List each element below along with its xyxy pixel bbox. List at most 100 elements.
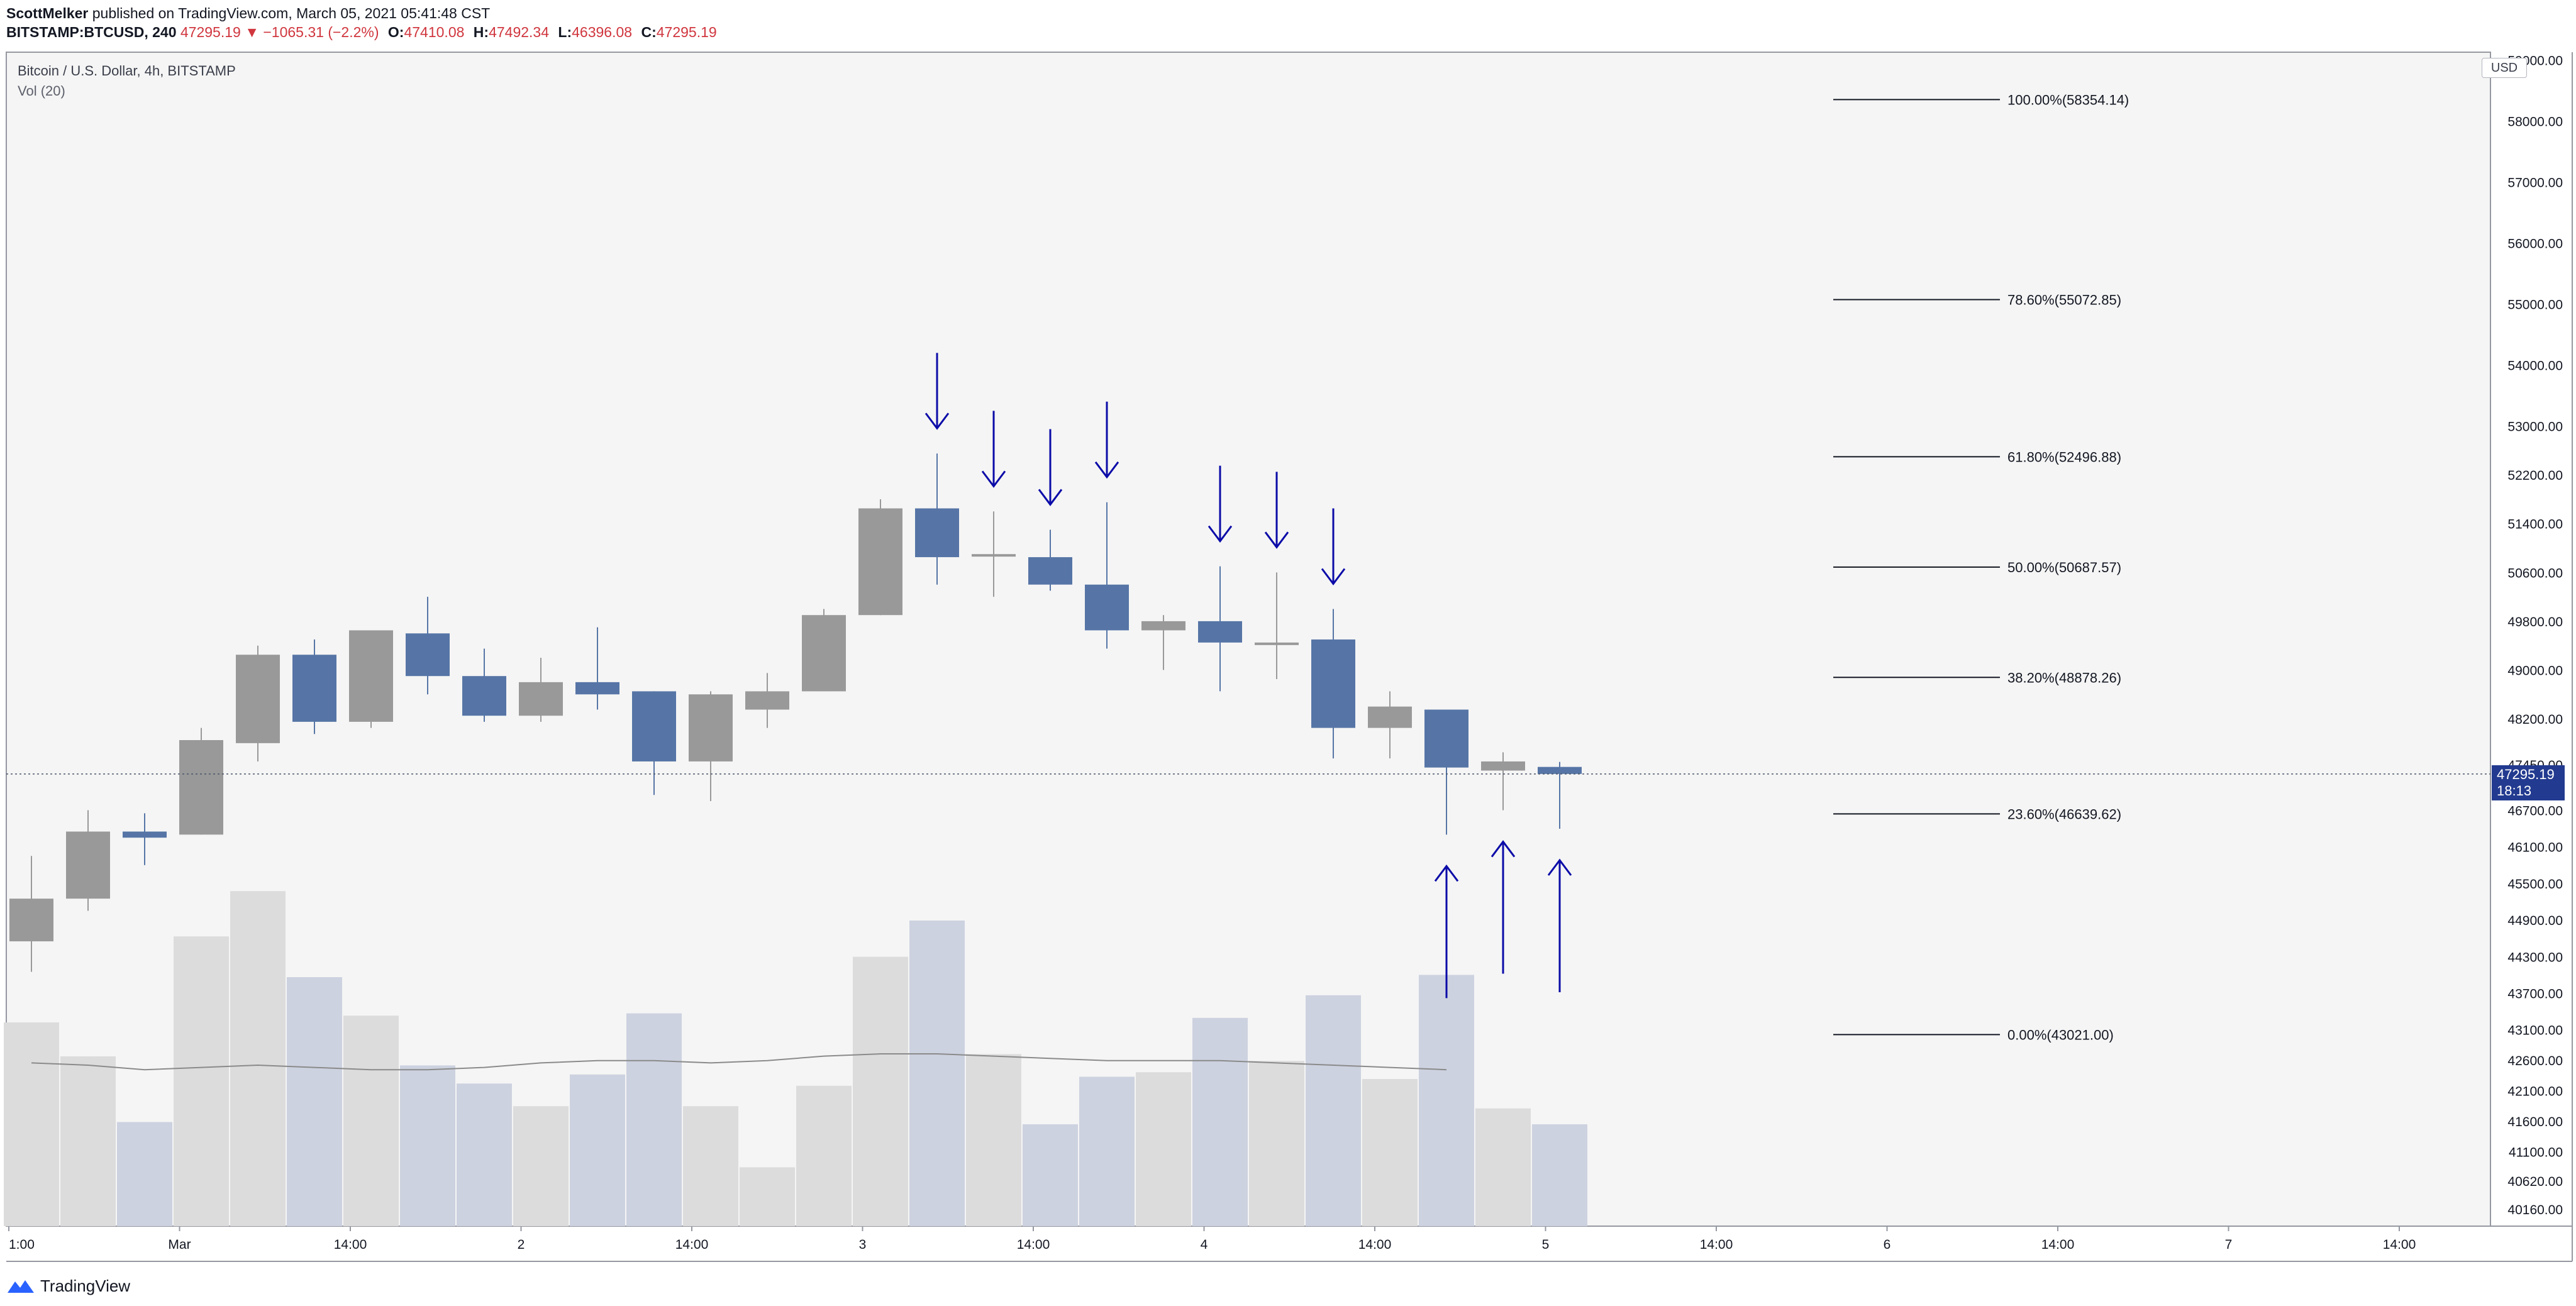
price-tick-label: 43700.00: [2507, 987, 2563, 1001]
volume-bar: [966, 1054, 1021, 1226]
fib-level-label: 100.00%(58354.14): [2007, 92, 2129, 108]
price-axis[interactable]: 40160.00 40620.00 41100.00 41600.00 42100.00…: [2507, 54, 2563, 1217]
annotation-arrows: [924, 353, 1572, 999]
price-tick-label: 44900.00: [2507, 914, 2563, 928]
time-tick-label: 1:00: [9, 1237, 35, 1252]
price-tick-label: 41600.00: [2507, 1115, 2563, 1129]
price-change: ▼ −1065.31 (−2.2%): [245, 24, 379, 40]
volume-bar: [909, 921, 965, 1226]
volume-legend[interactable]: Vol (20): [18, 83, 65, 99]
volume-ma-path: [31, 1053, 1447, 1071]
volume-bar: [400, 1065, 455, 1226]
down-arrow-head: [924, 412, 950, 430]
candle-body: [1538, 766, 1582, 774]
price-tick-label: 57000.00: [2507, 176, 2563, 191]
price-tick-label: 49800.00: [2507, 615, 2563, 629]
candle-body: [972, 554, 1016, 557]
price-tick-label: 51400.00: [2507, 517, 2563, 532]
price-tick-label: 52200.00: [2507, 468, 2563, 483]
candle-body: [802, 615, 846, 692]
price-tick-label: 46700.00: [2507, 804, 2563, 819]
volume-bar: [1362, 1079, 1418, 1226]
candle-body: [519, 682, 563, 716]
volume-bar: [1192, 1017, 1248, 1226]
price-tick-label: 49000.00: [2507, 663, 2563, 678]
candle-body: [66, 831, 110, 899]
time-tick-label: 5: [1542, 1237, 1550, 1252]
down-arrow-head: [1321, 568, 1346, 586]
candles: [9, 453, 1582, 972]
open-value: 47410.08: [404, 24, 465, 40]
volume-bar: [853, 956, 908, 1226]
price-tick-label: 53000.00: [2507, 420, 2563, 434]
volume-bar: [343, 1015, 399, 1226]
down-arrow-head: [981, 470, 1006, 488]
price-tick-label: 41100.00: [2509, 1146, 2563, 1160]
candle-body: [915, 508, 959, 558]
volume-bar: [1306, 995, 1361, 1226]
price-tick-label: 48200.00: [2507, 712, 2563, 727]
time-tick-label: 14:00: [1700, 1237, 1733, 1252]
symbol-legend[interactable]: Bitcoin / U.S. Dollar, 4h, BITSTAMP: [18, 63, 236, 79]
volume-bar: [174, 936, 229, 1226]
candle-body: [179, 740, 223, 835]
fib-retracement[interactable]: 100.00%(58354.14) 78.60%(55072.85) 61.80%(…: [1833, 92, 2129, 1043]
high-label: H:: [473, 24, 489, 40]
fib-level-label: 38.20%(48878.26): [2007, 670, 2121, 685]
price-tick-label: 40160.00: [2507, 1203, 2563, 1217]
fib-level-label: 78.60%(55072.85): [2007, 292, 2121, 308]
author-name[interactable]: ScottMelker: [6, 5, 89, 21]
time-tick-label: 14:00: [675, 1237, 709, 1252]
close-value: 47295.19: [656, 24, 717, 40]
down-arrow-head: [1208, 525, 1233, 543]
time-axis[interactable]: 1:00 Mar 14:00 2 14:00 3 14:00 4 14:00 5 14:00 6 14:…: [8, 1226, 2416, 1252]
up-arrow-head: [1547, 858, 1572, 876]
footer: TradingView: [6, 1273, 130, 1298]
time-tick-label: Mar: [168, 1237, 191, 1252]
candle-body: [1424, 709, 1468, 768]
time-tick-label: 14:00: [1358, 1237, 1392, 1252]
candle-body: [745, 691, 789, 710]
volume-bars: [4, 891, 1587, 1226]
last-price: 47295.19: [180, 24, 241, 40]
candle-body: [9, 899, 53, 942]
time-axis-area[interactable]: [6, 1227, 2490, 1261]
volume-bar: [513, 1106, 569, 1226]
up-arrow-head: [1491, 840, 1516, 858]
price-tick-label: 42600.00: [2507, 1054, 2563, 1068]
tradingview-logo-icon[interactable]: [6, 1276, 35, 1295]
volume-bar: [796, 1085, 852, 1226]
price-tick-label: 54000.00: [2507, 359, 2563, 374]
candle-body: [123, 831, 167, 838]
candle-body: [858, 508, 902, 616]
volume-bar: [230, 891, 286, 1226]
fib-level-label: 0.00%(43021.00): [2007, 1027, 2114, 1043]
price-tick-label: 44300.00: [2507, 950, 2563, 965]
price-tick-label: 50600.00: [2507, 566, 2563, 580]
candle-body: [236, 655, 280, 743]
time-tick-label: 14:00: [1017, 1237, 1050, 1252]
price-tag-value: 47295.19: [2497, 766, 2555, 782]
fib-level-label: 23.60%(46639.62): [2007, 806, 2121, 822]
candle-body: [1311, 639, 1355, 728]
price-tag-countdown: 18:13: [2497, 782, 2532, 799]
price-tick-label: 45500.00: [2507, 877, 2563, 892]
candle-body: [575, 682, 619, 695]
currency-button[interactable]: USD: [2482, 58, 2527, 78]
volume-bar: [626, 1013, 682, 1226]
low-value: 46396.08: [572, 24, 633, 40]
tradingview-brand[interactable]: TradingView: [40, 1276, 131, 1295]
time-tick-label: 14:00: [2041, 1237, 2075, 1252]
volume-bar: [1136, 1072, 1191, 1226]
publish-info: published on TradingView.com, March 05, …: [88, 5, 491, 21]
down-arrow-head: [1264, 531, 1289, 549]
low-label: L:: [558, 24, 572, 40]
volume-bar: [1532, 1124, 1587, 1226]
time-tick-label: 6: [1884, 1237, 1891, 1252]
up-arrow-head: [1434, 864, 1459, 882]
time-tick-label: 7: [2225, 1237, 2233, 1252]
volume-bar: [4, 1022, 59, 1226]
high-value: 47492.34: [489, 24, 550, 40]
fib-level-label: 61.80%(52496.88): [2007, 449, 2121, 465]
